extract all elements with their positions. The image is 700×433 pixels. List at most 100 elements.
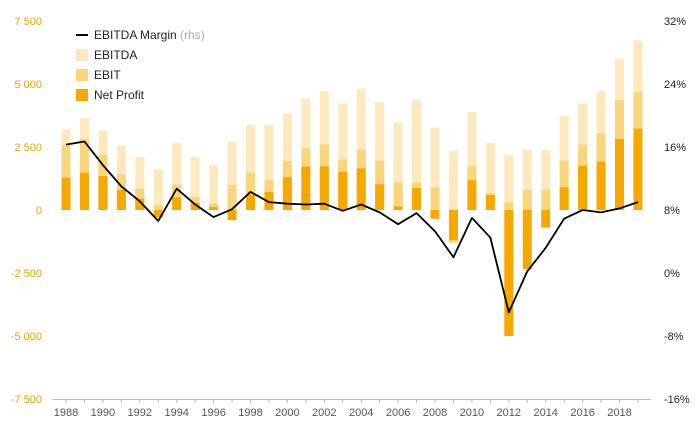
ebitda-bar-2004 [356,88,366,210]
x-tick-label: 2002 [312,407,336,419]
ebitda-bar-1998 [246,124,255,210]
ebitda-bar-1993 [153,169,163,210]
ebitda-bar-2012 [504,154,514,210]
x-tick-label: 2016 [570,407,594,419]
ticks-layer: -7 500 -5 000 -2 500 0 2 500 5 000 7 500 -16% -8… [11,16,690,419]
net-profit-bar-2007 [412,188,422,210]
x-tick-label: 2000 [275,407,299,419]
x-tick-label: 2006 [386,407,410,419]
right-tick-label: 0% [664,268,680,280]
x-tick-label: 1994 [164,407,188,419]
line-layer [65,140,639,314]
ebit-legend-swatch [76,69,88,81]
left-tick-label: 7 500 [14,16,42,28]
x-tick-label: 1998 [238,407,262,419]
net-profit-bar-2005 [375,184,385,210]
ebit-bar-1996 [209,203,219,210]
net-profit-bar-1993 [153,210,163,218]
net-profit-bar-1998 [246,194,255,210]
ebitda-bar-2011 [485,142,495,210]
left-tick-label: -5 000 [11,331,42,343]
x-tick-label: 1996 [201,407,225,419]
net-profit-bar-1996 [209,206,219,210]
net-profit-bar-2003 [338,171,348,210]
left-tick-label: -7 500 [11,394,42,406]
net-profit-bar-1999 [264,191,274,210]
ebitda-bar-2009 [448,150,458,210]
right-tick-label: 8% [664,205,680,217]
ebit-bar-2014 [541,189,551,210]
left-tick-label: 2 500 [14,142,42,154]
net-profit-bar-2000 [282,177,292,210]
ebit-bar-2013 [522,189,532,210]
ebitda-bar-2003 [338,103,348,210]
x-tick-label: 1990 [91,407,115,419]
net-profit-legend-label: Net Profit [94,88,145,102]
ebitda-bar-2010 [467,112,477,210]
left-tick-label: 0 [36,205,42,217]
x-tick-label: 1992 [128,407,152,419]
ebitda-bar-2006 [393,122,403,210]
right-tick-label: 24% [664,79,686,91]
x-tick-label: 1988 [54,407,78,419]
net-profit-bar-1990 [98,175,108,210]
ebit-bar-2006 [393,182,403,210]
net-profit-bar-2017 [596,161,606,210]
net-profit-bar-2009 [448,210,458,241]
net-profit-bar-2004 [356,168,366,210]
net-profit-bar-1989 [79,172,89,210]
ebit-bar-1997 [227,184,237,210]
ebitda-bar-1995 [190,157,200,210]
ebit-bar-1993 [153,204,163,210]
left-tick-label: -2 500 [11,268,42,280]
right-tick-label: -16% [664,394,690,406]
ebitda-bar-2014 [541,150,551,210]
legend-rhs-note: (rhs) [177,28,205,42]
net-profit-bar-2019 [633,128,643,210]
net-profit-legend-swatch [76,89,88,101]
x-tick-label: 2014 [533,407,557,419]
ebit-legend-label: EBIT [94,68,121,82]
ebitda-legend-swatch [76,49,88,61]
net-profit-bar-2014 [541,210,551,228]
net-profit-bar-2016 [578,165,588,210]
legend: EBITDA Margin (rhs) EBITDA EBIT Net Profit [76,28,205,102]
net-profit-bar-1997 [227,210,237,221]
x-tick-label: 2018 [607,407,631,419]
net-profit-bar-1992 [135,198,145,210]
ebit-bar-1988 [61,144,71,210]
ebitda-bar-1999 [264,124,274,210]
net-profit-bar-1991 [116,190,126,210]
ebitda-bar-1994 [172,143,182,210]
ebitda-bar-2013 [522,149,532,210]
net-profit-bar-2002 [319,166,329,210]
ebitda-legend-label: EBITDA [94,48,137,62]
right-tick-label: 32% [664,16,686,28]
net-profit-bar-2015 [559,187,569,210]
ebitda-bar-1992 [135,157,145,210]
x-tick-label: 2012 [497,407,521,419]
net-profit-bar-2008 [430,210,440,219]
bars-layer [61,40,643,336]
x-tick-label: 2004 [349,407,373,419]
net-profit-bar-1988 [61,177,71,210]
ebitda-bar-2005 [375,102,385,210]
net-profit-bar-2012 [504,210,514,336]
net-profit-bar-2018 [615,138,624,210]
left-tick-label: 5 000 [14,79,42,91]
ebitda-margin-line [65,140,639,314]
ebit-bar-2015 [559,160,569,210]
right-tick-label: 16% [664,142,686,154]
ebitda-bar-1997 [227,141,237,210]
net-profit-bar-2011 [485,195,495,210]
right-tick-label: -8% [664,331,684,343]
x-tick-label: 2010 [460,407,484,419]
net-profit-bar-2010 [467,180,477,210]
ebitda-bar-1996 [209,164,219,210]
ebit-bar-2012 [504,202,514,210]
net-profit-bar-2006 [393,206,403,210]
ebitda-bar-2007 [412,99,422,210]
ebitda-margin-legend-label: EBITDA Margin (rhs) [94,28,205,42]
